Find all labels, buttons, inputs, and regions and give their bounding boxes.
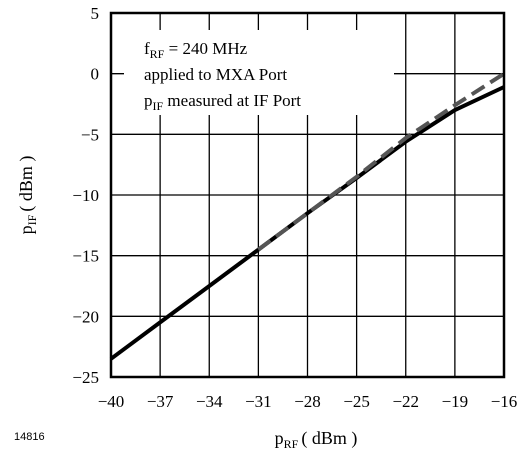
annotation-line: applied to MXA Port	[144, 65, 287, 84]
x-axis-title: pRF( dBm )	[275, 428, 358, 451]
x-tick-label: −34	[196, 392, 223, 411]
figure-id: 14816	[14, 431, 45, 443]
x-axis-title-unit: ( dBm )	[301, 428, 357, 449]
series-line-dashed	[257, 72, 506, 252]
x-axis-title-main: p	[275, 428, 284, 448]
y-tick-label: −25	[72, 368, 99, 387]
x-tick-label: −37	[147, 392, 174, 411]
annotation: fRF = 240 MHz applied to MXA Port pIF meas…	[144, 39, 301, 113]
y-axis-title-unit: ( dBm )	[16, 156, 37, 212]
x-tick-label: −22	[392, 392, 419, 411]
y-axis-title-sub: IF	[25, 214, 39, 225]
series-line-solid	[109, 85, 505, 361]
y-tick-label: −5	[81, 125, 99, 144]
x-tick-label: −16	[491, 392, 518, 411]
x-tick-label: −25	[343, 392, 370, 411]
x-tick-label: −19	[442, 392, 469, 411]
x-axis-title-sub: RF	[284, 437, 299, 451]
plot-frame	[109, 11, 506, 379]
y-tick-label: −15	[72, 247, 99, 266]
y-tick-label: 0	[91, 65, 100, 84]
x-tick-label: −40	[98, 392, 125, 411]
y-tick-labels: 5 0 −5 −10 −15 −20 −25	[72, 4, 99, 387]
x-tick-label: −28	[294, 392, 321, 411]
y-tick-label: −10	[72, 186, 99, 205]
y-tick-label: −20	[72, 307, 99, 326]
annotation-line: fRF = 240 MHz	[144, 39, 248, 61]
y-axis-title: pIF ( dBm )	[16, 156, 39, 235]
annotation-background	[124, 30, 394, 115]
x-tick-labels: −40 −37 −34 −31 −28 −25 −22 −19 −16	[98, 392, 518, 411]
x-tick-label: −31	[245, 392, 272, 411]
y-axis-title-main: p	[16, 225, 36, 234]
y-tick-label: 5	[91, 4, 100, 23]
annotation-line: pIF measured at IF Port	[144, 91, 301, 113]
series-group	[109, 72, 506, 361]
